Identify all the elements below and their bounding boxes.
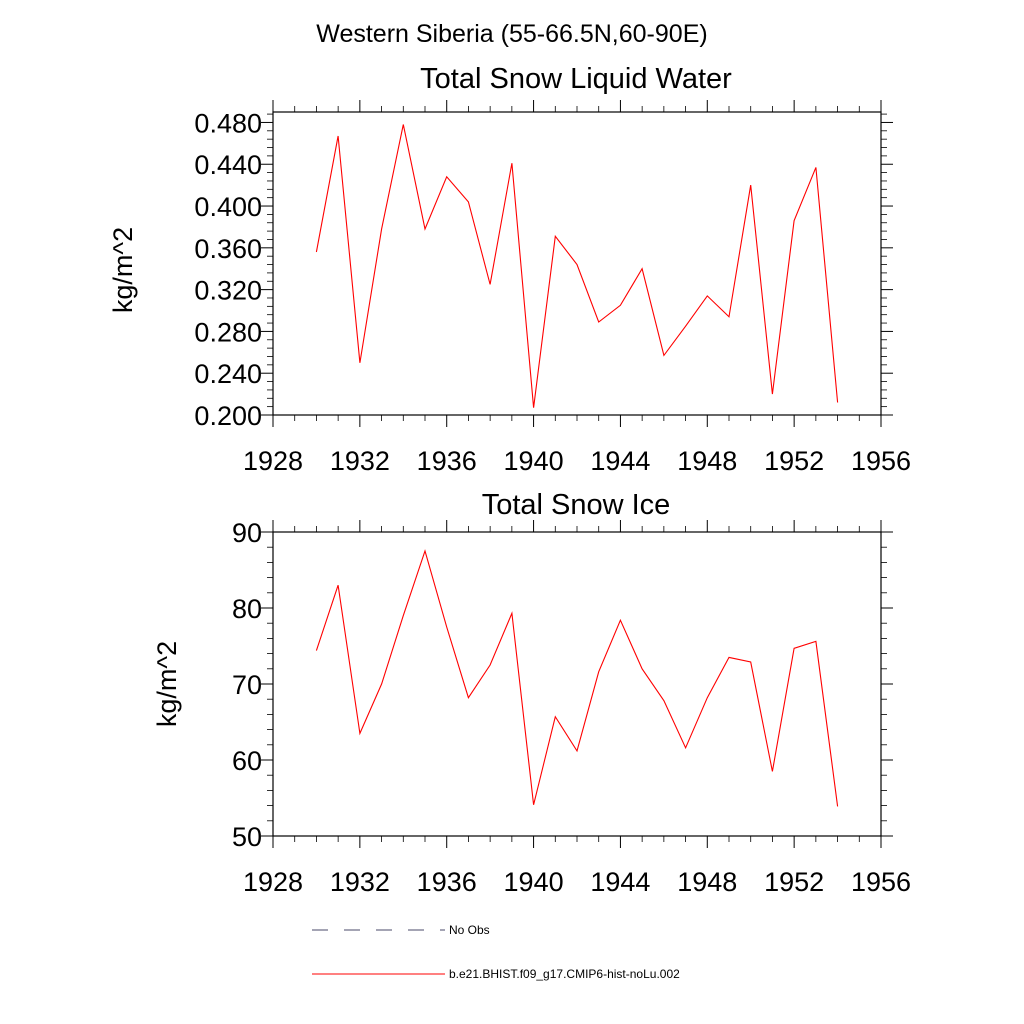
legend: No Obs b.e21.BHIST.f09_g17.CMIP6-hist-no… (312, 923, 680, 981)
y-tick-label: 90 (232, 518, 262, 548)
x-tick-label: 1940 (504, 446, 564, 476)
y-tick-label: 0.280 (194, 317, 262, 347)
y-axis-label: kg/m^2 (108, 227, 138, 313)
y-tick-label: 70 (232, 670, 262, 700)
y-tick-label: 80 (232, 594, 262, 624)
y-tick-label: 0.320 (194, 276, 262, 306)
x-tick-label: 1952 (764, 446, 824, 476)
x-tick-label: 1952 (764, 867, 824, 897)
x-tick-label: 1956 (851, 446, 911, 476)
y-tick-label: 0.400 (194, 192, 262, 222)
y-axis-label: kg/m^2 (152, 641, 182, 727)
plot-frame (272, 111, 882, 416)
chart-panel-snow-ice: Total Snow Ice kg/m^2 1928 1932 1936 1940 19… (152, 489, 911, 897)
panel-title: Total Snow Liquid Water (420, 63, 732, 95)
x-tick-label: 1936 (417, 867, 477, 897)
series-line (315, 549, 839, 807)
x-tick-label: 1928 (243, 867, 303, 897)
x-tick-label: 1948 (677, 446, 737, 476)
x-tick-label: 1940 (504, 867, 564, 897)
legend-label-model: b.e21.BHIST.f09_g17.CMIP6-hist-noLu.002 (449, 967, 680, 981)
x-tick-label: 1932 (330, 446, 390, 476)
y-tick-label: 60 (232, 746, 262, 776)
x-tick-label: 1948 (677, 867, 737, 897)
x-tick-label: 1956 (851, 867, 911, 897)
series-line (315, 124, 839, 408)
y-tick-label: 0.200 (194, 401, 262, 431)
x-tick-label: 1944 (590, 867, 650, 897)
legend-label-no-obs: No Obs (449, 923, 490, 937)
panel-title: Total Snow Ice (482, 489, 671, 521)
figure-suptitle: Western Siberia (55-66.5N,60-90E) (316, 20, 707, 48)
y-tick-label: 0.240 (194, 359, 262, 389)
x-tick-label: 1932 (330, 867, 390, 897)
y-tick-label: 0.480 (194, 108, 262, 138)
y-tick-label: 50 (232, 822, 262, 852)
plot-frame (272, 531, 882, 837)
x-tick-label: 1936 (417, 446, 477, 476)
x-tick-label: 1928 (243, 446, 303, 476)
chart-panel-snow-liquid-water: Total Snow Liquid Water kg/m^2 1928 1932 1… (108, 63, 911, 476)
y-tick-label: 0.360 (194, 234, 262, 264)
y-tick-label: 0.440 (194, 150, 262, 180)
x-tick-label: 1944 (590, 446, 650, 476)
